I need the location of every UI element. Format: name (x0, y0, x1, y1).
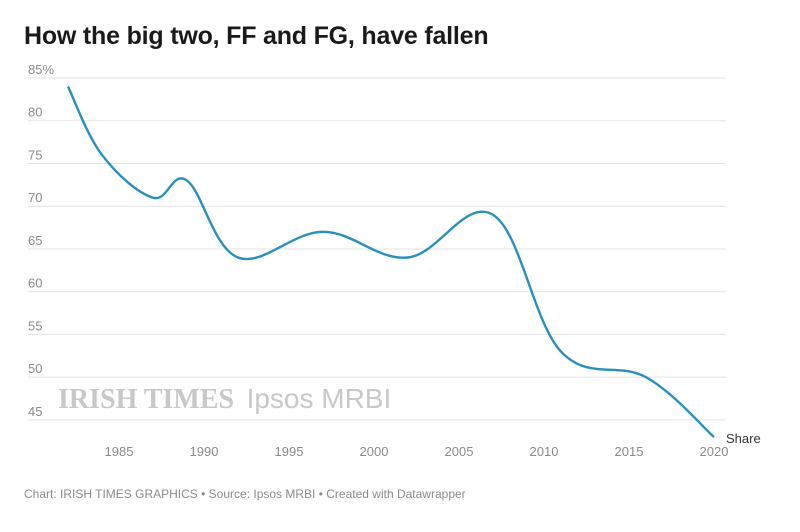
x-tick-label: 2000 (360, 444, 389, 459)
x-tick-label: 2015 (615, 444, 644, 459)
y-tick-label: 75 (28, 147, 42, 162)
chart-footer: Chart: IRISH TIMES GRAPHICS • Source: Ip… (24, 487, 466, 501)
line-chart: 45 50 55 60 65 70 75 80 85% 1985 1990 1995 2000 2005… (28, 62, 761, 459)
x-tick-label: 2005 (445, 444, 474, 459)
watermark-brand: IRISH TIMES (58, 384, 234, 415)
x-tick-label: 2010 (530, 444, 559, 459)
series-label-share: Share (726, 431, 761, 446)
y-tick-label: 50 (28, 361, 42, 376)
y-tick-label: 85% (28, 62, 54, 77)
watermark: IRISH TIMES Ipsos MRBI (58, 383, 391, 415)
share-line (66, 86, 715, 438)
y-tick-label: 60 (28, 276, 42, 291)
x-axis-ticks: 1985 1990 1995 2000 2005 2010 2015 2020 (105, 444, 729, 459)
y-tick-label: 45 (28, 404, 42, 419)
watermark-source: Ipsos MRBI (247, 383, 392, 414)
y-tick-label: 80 (28, 105, 42, 120)
gridlines (28, 77, 726, 421)
y-axis-ticks: 45 50 55 60 65 70 75 80 85% (28, 62, 54, 419)
chart-title: How the big two, FF and FG, have fallen (24, 22, 489, 50)
y-tick-label: 70 (28, 190, 42, 205)
x-tick-label: 1985 (105, 444, 134, 459)
y-tick-label: 55 (28, 318, 42, 333)
x-tick-label: 2020 (700, 444, 729, 459)
x-tick-label: 1995 (275, 444, 304, 459)
y-tick-label: 65 (28, 233, 42, 248)
x-tick-label: 1990 (190, 444, 219, 459)
